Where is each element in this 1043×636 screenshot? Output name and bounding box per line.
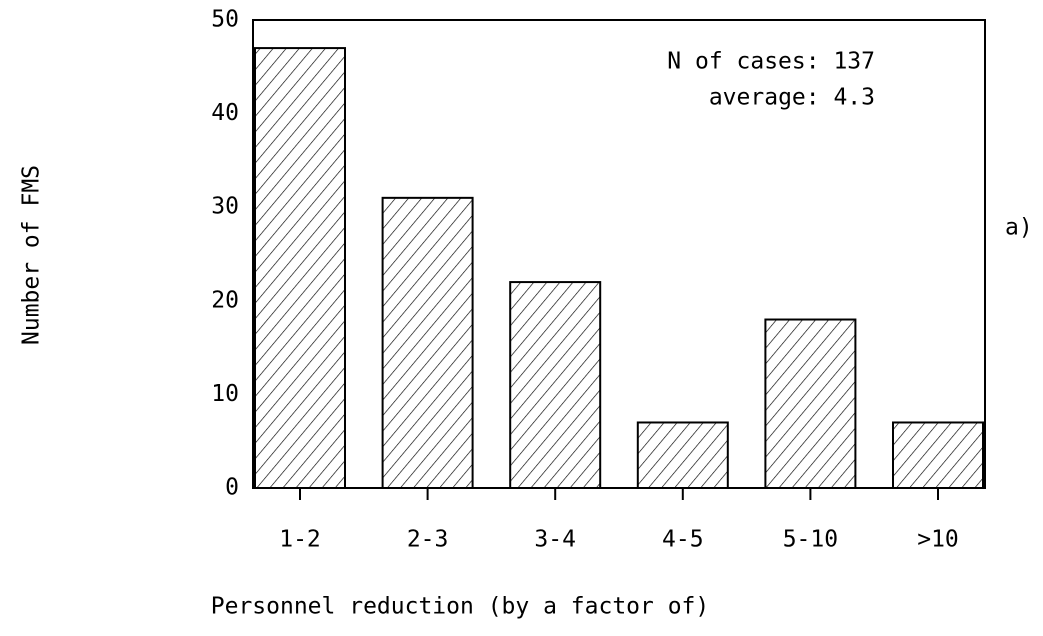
x-tick-label: >10 [917,527,959,553]
x-tick-label: 4-5 [662,527,704,553]
x-axis-label: Personnel reduction (by a factor of) [211,594,710,620]
bar [764,318,857,489]
bar [381,196,474,489]
x-tick-label: 1-2 [279,527,321,553]
bar [892,421,984,490]
x-tick-label: 2-3 [407,527,449,553]
annotation: average: 4.3 [709,85,875,111]
y-tick-label: 20 [211,287,239,313]
bar [636,421,729,490]
y-tick-label: 30 [211,194,239,220]
y-tick-label: 50 [211,7,239,33]
bar [254,47,346,490]
y-tick-label: 40 [211,100,239,126]
x-tick-label: 3-4 [534,527,576,553]
bar [509,281,602,489]
panel-label: a) [1005,215,1033,241]
plot-frame [252,19,986,489]
annotation: N of cases: 137 [667,49,875,75]
x-tick-label: 5-10 [783,527,838,553]
y-tick-label: 10 [211,381,239,407]
y-tick-label: 0 [225,475,239,501]
y-axis-label: Number of FMS [19,165,45,345]
